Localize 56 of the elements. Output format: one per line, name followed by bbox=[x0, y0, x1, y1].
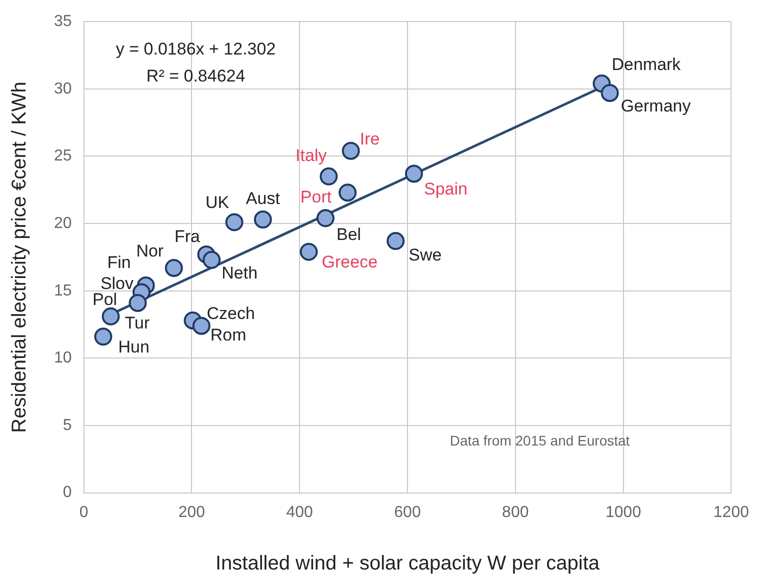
annotation: Slov bbox=[100, 274, 134, 293]
point bbox=[254, 210, 272, 229]
x-tick-label: 0 bbox=[79, 504, 88, 521]
annotation: Tur bbox=[124, 314, 150, 333]
annotation: Data from 2015 and Eurostat bbox=[450, 432, 630, 448]
x-axis-title: Installed wind + solar capacity W per capita bbox=[215, 552, 600, 575]
x-tick-label: 400 bbox=[286, 504, 314, 521]
annotation: R² = 0.84624 bbox=[146, 66, 246, 86]
point bbox=[164, 258, 183, 277]
point bbox=[300, 242, 318, 261]
y-tick-label: 30 bbox=[54, 80, 72, 98]
annotation: Bel bbox=[336, 224, 362, 244]
annotation: Port bbox=[300, 187, 332, 206]
annotation: Ire bbox=[360, 130, 380, 149]
annotation: Greece bbox=[322, 252, 378, 272]
point bbox=[316, 209, 334, 228]
annotation: Italy bbox=[296, 146, 328, 166]
point bbox=[202, 250, 221, 269]
annotation: Czech bbox=[206, 304, 255, 324]
y-tick-label: 10 bbox=[54, 350, 72, 367]
annotation: Hun bbox=[118, 337, 150, 356]
y-tick-label: 15 bbox=[54, 282, 72, 300]
y-tick-label: 35 bbox=[54, 13, 72, 30]
point bbox=[128, 294, 147, 312]
x-tick-label: 600 bbox=[394, 504, 421, 521]
point bbox=[386, 232, 405, 250]
y-tick-label: 5 bbox=[62, 416, 72, 434]
annotation: Denmark bbox=[612, 55, 682, 74]
point bbox=[404, 164, 423, 183]
point bbox=[338, 184, 357, 202]
y-tick-label: 0 bbox=[62, 484, 72, 502]
annotation: Fra bbox=[174, 227, 201, 246]
y-tick-label: 20 bbox=[54, 214, 72, 232]
point bbox=[102, 307, 120, 326]
point bbox=[600, 84, 619, 102]
x-tick-label: 1000 bbox=[606, 504, 642, 521]
y-axis-title: Residential electricity price €cent / KWh bbox=[8, 82, 31, 433]
annotation: Fin bbox=[107, 253, 131, 272]
annotation: Rom bbox=[210, 326, 246, 345]
x-tick-label: 1200 bbox=[713, 504, 750, 521]
annotation: Nor bbox=[136, 242, 164, 261]
annotation: Germany bbox=[620, 96, 692, 116]
y-tick-label: 25 bbox=[54, 148, 72, 165]
point bbox=[225, 213, 244, 232]
annotation: y = 0.0186x + 12.302 bbox=[116, 39, 276, 58]
annotation: Pol bbox=[92, 290, 118, 310]
point bbox=[94, 328, 112, 346]
annotation: Neth bbox=[222, 264, 258, 283]
x-tick-label: 800 bbox=[502, 504, 529, 521]
annotation: UK bbox=[206, 192, 230, 212]
x-tick-label: 200 bbox=[178, 504, 206, 521]
point bbox=[320, 167, 338, 186]
annotation: Swe bbox=[408, 246, 442, 265]
point bbox=[342, 142, 360, 160]
annotation: Aust bbox=[246, 189, 280, 208]
annotation: Spain bbox=[424, 179, 468, 198]
